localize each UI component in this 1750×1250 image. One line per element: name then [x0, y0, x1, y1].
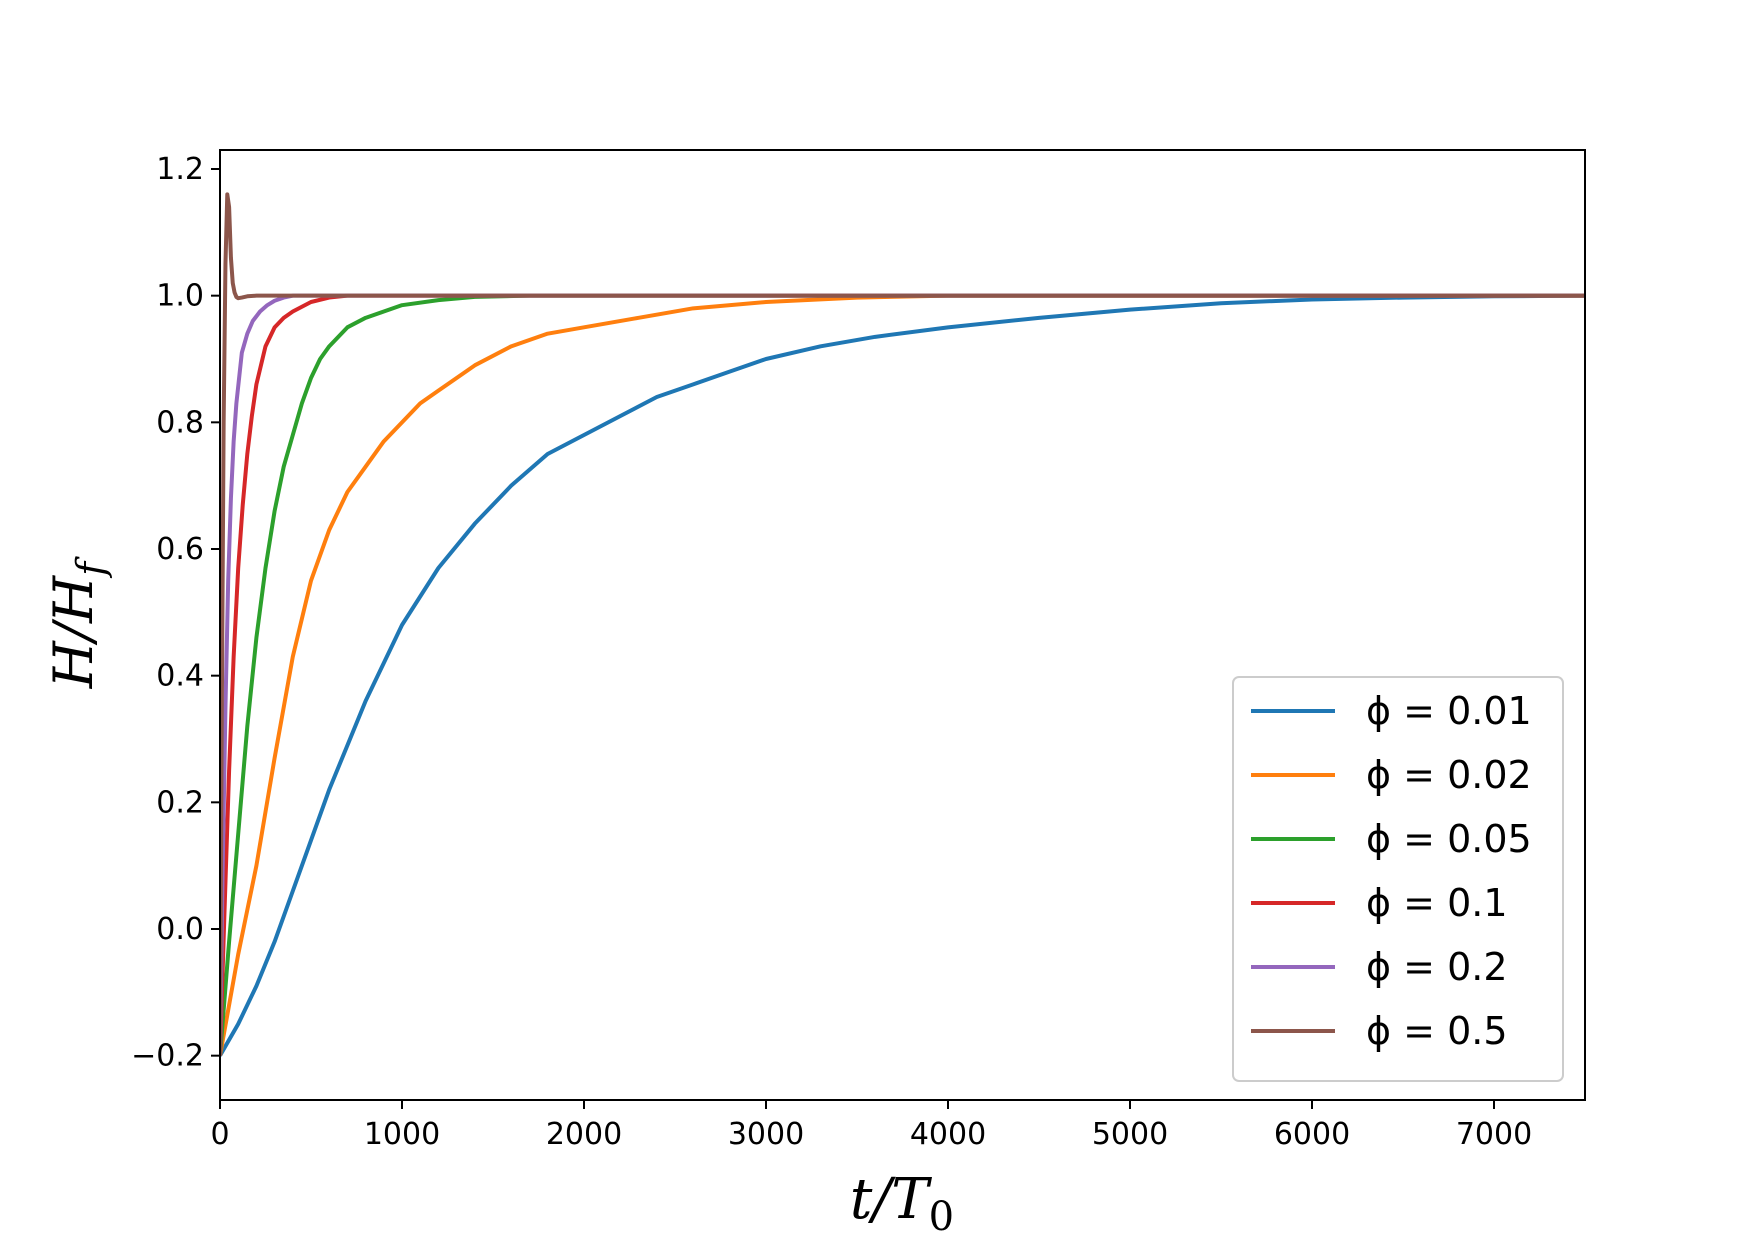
- x-tick-label: 4000: [910, 1117, 986, 1152]
- legend-label: ϕ = 0.1: [1366, 881, 1508, 925]
- series-line-2: [220, 293, 1585, 1057]
- x-tick-label: 6000: [1274, 1117, 1350, 1152]
- y-tick-label: 1.2: [156, 152, 204, 187]
- y-tick-label: 1.0: [156, 279, 204, 314]
- x-tick-label: 1000: [364, 1117, 440, 1152]
- x-tick-label: 3000: [728, 1117, 804, 1152]
- series-line-3: [220, 293, 1585, 1056]
- y-tick-label: −0.2: [131, 1039, 204, 1074]
- y-axis: −0.2 0.0 0.2 0.4 0.6 0.8 1.0 1.2: [131, 152, 220, 1074]
- series-layer: [220, 192, 1585, 1057]
- y-tick-label: 0.0: [156, 912, 204, 947]
- y-tick-label: 0.6: [156, 532, 204, 567]
- y-tick-label: 0.2: [156, 785, 204, 820]
- legend-label: ϕ = 0.5: [1366, 1009, 1508, 1053]
- series-line-6: [220, 192, 1585, 1056]
- plot-frame: [219, 149, 1586, 1101]
- legend-label: ϕ = 0.05: [1366, 817, 1532, 861]
- x-tick-label: 2000: [546, 1117, 622, 1152]
- x-tick-label: 0: [210, 1117, 229, 1152]
- series-line-1: [220, 293, 1585, 1057]
- legend-box: [1232, 676, 1564, 1082]
- x-tick-label: 7000: [1456, 1117, 1532, 1152]
- y-tick-label: 0.4: [156, 659, 204, 694]
- y-tick-label: 0.8: [156, 405, 204, 440]
- series-line-5: [220, 293, 1585, 1056]
- x-axis: 0 1000 2000 3000 4000 5000 6000 7000: [210, 1100, 1532, 1152]
- legend-label: ϕ = 0.02: [1366, 753, 1532, 797]
- y-axis-label: H/Hf: [42, 556, 113, 689]
- x-tick-label: 5000: [1092, 1117, 1168, 1152]
- x-axis-label: t/T0: [850, 1167, 954, 1240]
- legend-label: ϕ = 0.2: [1366, 945, 1508, 989]
- legend-label: ϕ = 0.01: [1366, 689, 1532, 733]
- legend: ϕ = 0.01 ϕ = 0.02 ϕ = 0.05 ϕ = 0.1 ϕ = 0.2 ϕ …: [1232, 676, 1564, 1082]
